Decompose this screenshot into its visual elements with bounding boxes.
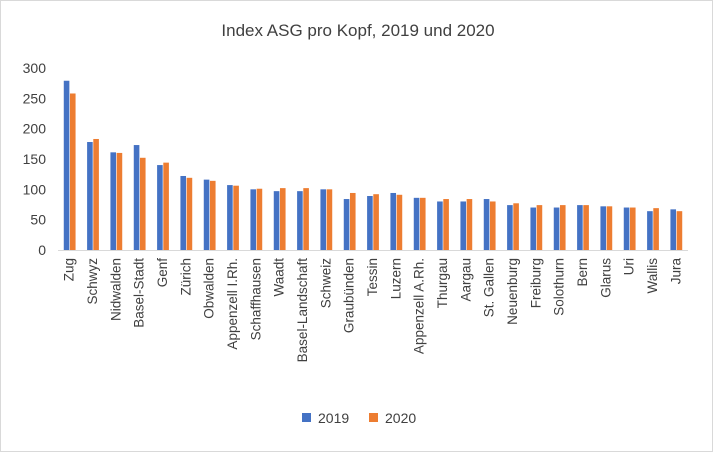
bar-2020 xyxy=(676,211,683,250)
bar-2019 xyxy=(133,145,140,250)
x-tick-label: Solothurn xyxy=(552,258,567,316)
bar-2020 xyxy=(443,199,449,250)
x-tick-label: Luzern xyxy=(388,258,403,299)
bar-2020 xyxy=(303,188,309,250)
bar-2020 xyxy=(256,188,263,250)
y-tick-label: 0 xyxy=(38,242,46,258)
bar-2020 xyxy=(653,208,659,250)
bar-2020 xyxy=(116,152,123,250)
bar-2019 xyxy=(227,185,233,250)
legend-swatch-2020 xyxy=(369,413,378,422)
x-tick-label: Wallis xyxy=(645,258,660,294)
bar-2020 xyxy=(349,192,356,250)
bar-2020 xyxy=(419,197,426,250)
bar-2020 xyxy=(373,194,379,250)
y-tick-label: 200 xyxy=(23,121,47,137)
x-tick-label: Basel-Landschaft xyxy=(295,258,310,363)
x-axis-labels: Zug Schwyz Nidwalden Basel-Stadt Genf Zürich O… xyxy=(62,258,684,363)
y-axis: 0 50 100 150 200 250 300 xyxy=(23,60,47,258)
bar-2020 xyxy=(606,206,613,250)
legend-swatch-2019 xyxy=(302,413,311,422)
bar-2019 xyxy=(367,196,373,250)
y-tick-label: 50 xyxy=(30,212,46,228)
bar-2019 xyxy=(413,197,420,250)
x-tick-label: Nidwalden xyxy=(108,258,123,321)
bar-2019 xyxy=(273,191,280,250)
x-tick-label: Jura xyxy=(668,258,683,285)
x-tick-label: Obwalden xyxy=(202,258,217,319)
x-tick-label: Graubünden xyxy=(342,258,357,333)
bar-2020 xyxy=(93,138,99,250)
bar-2019 xyxy=(87,142,93,250)
bar-2020 xyxy=(279,188,286,250)
bar-2020 xyxy=(466,199,473,250)
bar-2019 xyxy=(623,207,630,250)
bar-2019 xyxy=(320,189,327,250)
x-tick-label: Schweiz xyxy=(318,258,333,309)
bar-2019 xyxy=(390,192,397,250)
bar-2020 xyxy=(69,93,76,250)
bars xyxy=(63,80,683,251)
bar-2019 xyxy=(110,152,117,250)
bar-2019 xyxy=(63,80,70,251)
y-tick-label: 150 xyxy=(23,151,47,167)
bar-2019 xyxy=(530,207,537,250)
x-tick-label: Schwyz xyxy=(85,258,100,305)
bar-2019 xyxy=(483,199,490,250)
bar-2019 xyxy=(343,199,350,250)
x-tick-label: Freiburg xyxy=(528,258,543,308)
bar-2020 xyxy=(536,205,543,250)
bar-2019 xyxy=(460,201,467,250)
x-tick-label: Aargau xyxy=(458,258,473,302)
x-tick-label: Basel-Stadt xyxy=(132,258,147,328)
legend-label-2020: 2020 xyxy=(385,410,416,426)
bar-2020 xyxy=(186,177,193,250)
bar-2019 xyxy=(507,205,513,250)
bar-2020 xyxy=(396,194,403,250)
bar-2019 xyxy=(553,207,560,250)
y-tick-label: 250 xyxy=(23,90,47,106)
bar-2020 xyxy=(513,203,519,250)
y-tick-label: 100 xyxy=(23,181,47,197)
legend-label-2019: 2019 xyxy=(318,410,349,426)
bar-2019 xyxy=(647,211,653,250)
bar-2020 xyxy=(489,201,496,250)
bar-2020 xyxy=(326,189,333,250)
x-tick-label: Bern xyxy=(575,258,590,287)
bar-2019 xyxy=(577,205,583,250)
x-tick-label: Tessin xyxy=(365,258,380,296)
bar-2020 xyxy=(233,185,239,250)
bar-2020 xyxy=(583,205,589,250)
bar-2020 xyxy=(139,157,146,250)
bar-2019 xyxy=(297,191,303,250)
x-tick-label: Uri xyxy=(622,258,637,275)
x-tick-label: Waadt xyxy=(272,258,287,297)
bar-2019 xyxy=(437,201,443,250)
x-tick-label: Neuenburg xyxy=(505,258,520,325)
bar-2019 xyxy=(250,189,257,250)
bar-2019 xyxy=(600,206,607,250)
bar-2020 xyxy=(163,162,169,250)
x-tick-label: Appenzell A.Rh. xyxy=(412,258,427,354)
x-tick-label: Genf xyxy=(155,258,170,288)
x-tick-label: Zug xyxy=(62,258,77,281)
bar-2019 xyxy=(670,209,677,250)
x-tick-label: Schaffhausen xyxy=(248,258,263,340)
bar-2019 xyxy=(180,175,187,250)
chart-title: Index ASG pro Kopf, 2019 und 2020 xyxy=(221,21,494,40)
bar-2019 xyxy=(203,179,210,250)
y-tick-label: 300 xyxy=(23,60,47,76)
x-tick-label: Zürich xyxy=(178,258,193,296)
x-tick-label: Glarus xyxy=(598,258,613,298)
bar-2019 xyxy=(157,165,163,250)
bar-2020 xyxy=(629,207,636,250)
bar-2020 xyxy=(559,205,566,250)
bar-2020 xyxy=(209,180,216,250)
legend: 2019 2020 xyxy=(302,410,416,426)
x-tick-label: Thurgau xyxy=(435,258,450,308)
x-tick-label: St. Gallen xyxy=(482,258,497,317)
x-tick-label: Appenzell I.Rh. xyxy=(225,258,240,350)
